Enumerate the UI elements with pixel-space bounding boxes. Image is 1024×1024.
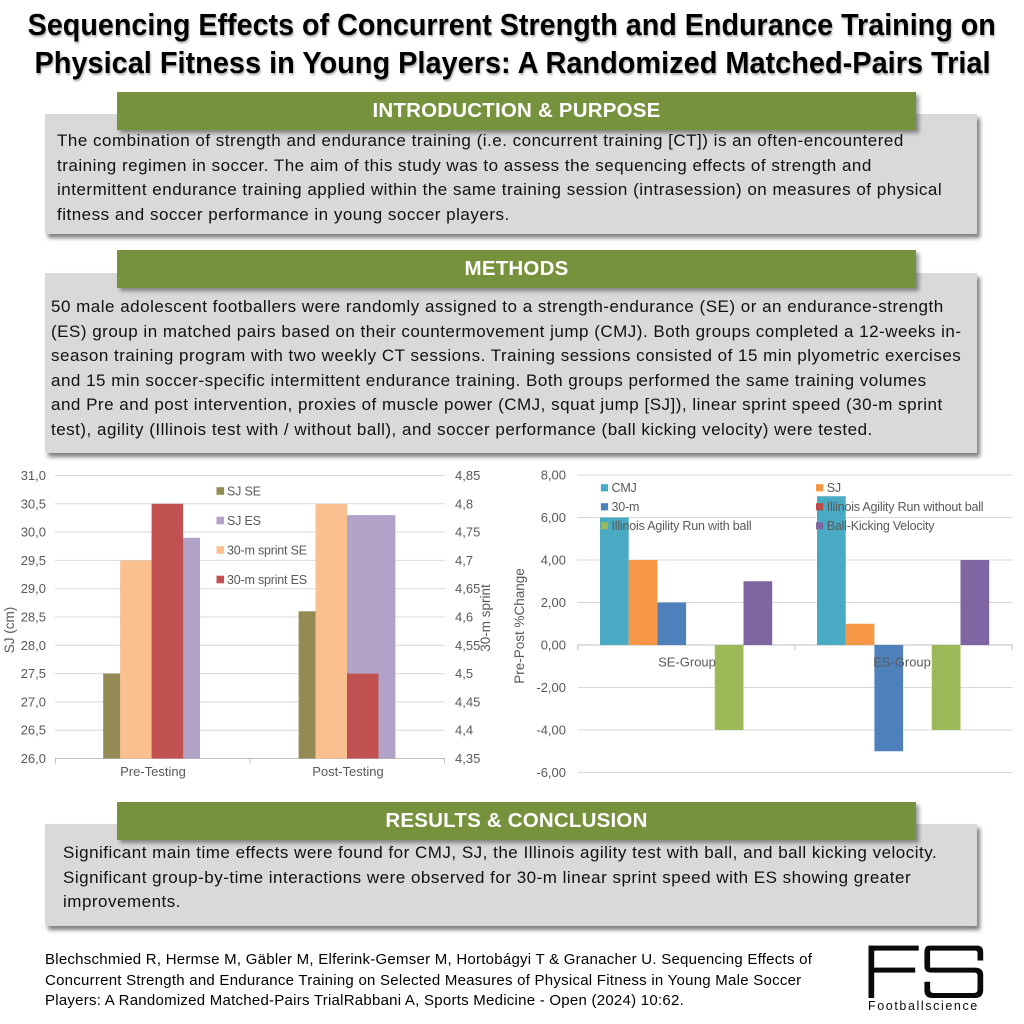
svg-text:29,5: 29,5 (21, 553, 46, 568)
svg-text:-2,00: -2,00 (536, 680, 566, 695)
svg-text:-6,00: -6,00 (536, 765, 566, 780)
svg-text:4,00: 4,00 (541, 553, 566, 568)
svg-text:SJ: SJ (827, 481, 841, 495)
svg-text:SJ SE: SJ SE (227, 485, 261, 499)
svg-text:Footballscience: Footballscience (868, 999, 979, 1013)
svg-text:26,0: 26,0 (21, 751, 46, 766)
svg-text:-4,00: -4,00 (536, 723, 566, 738)
svg-text:SJ ES: SJ ES (227, 514, 261, 528)
svg-text:4,5: 4,5 (455, 666, 473, 681)
svg-text:ES-Group: ES-Group (873, 655, 931, 670)
svg-text:4,85: 4,85 (455, 468, 480, 483)
svg-text:4,8: 4,8 (455, 496, 473, 511)
svg-text:SE-Group: SE-Group (658, 655, 716, 670)
svg-text:SJ (cm): SJ (cm) (2, 607, 17, 654)
svg-text:2,00: 2,00 (541, 595, 566, 610)
svg-text:4,55: 4,55 (455, 638, 480, 653)
svg-text:30,5: 30,5 (21, 496, 46, 511)
svg-text:27,0: 27,0 (21, 694, 46, 709)
svg-text:Pre-Post %Change: Pre-Post %Change (512, 568, 527, 684)
svg-text:4,75: 4,75 (455, 525, 480, 540)
svg-text:4,7: 4,7 (455, 553, 473, 568)
svg-text:6,00: 6,00 (541, 510, 566, 525)
svg-text:28,0: 28,0 (21, 638, 46, 653)
svg-text:Post-Testing: Post-Testing (312, 764, 384, 779)
svg-text:Illinois Agility Run without b: Illinois Agility Run without ball (827, 500, 984, 514)
svg-text:30-m sprint: 30-m sprint (478, 584, 493, 652)
svg-text:30-m sprint ES: 30-m sprint ES (227, 573, 307, 587)
svg-text:4,65: 4,65 (455, 581, 480, 596)
svg-text:31,0: 31,0 (21, 468, 46, 483)
svg-text:CMJ: CMJ (612, 481, 637, 495)
svg-text:4,45: 4,45 (455, 694, 480, 709)
svg-text:4,35: 4,35 (455, 751, 480, 766)
svg-text:30-m: 30-m (612, 500, 640, 514)
svg-text:4,6: 4,6 (455, 610, 473, 625)
svg-text:27,5: 27,5 (21, 666, 46, 681)
svg-text:8,00: 8,00 (541, 468, 566, 483)
svg-text:30-m sprint SE: 30-m sprint SE (227, 544, 307, 558)
svg-text:Illinois Agility Run with ball: Illinois Agility Run with ball (612, 519, 752, 533)
svg-text:Pre-Testing: Pre-Testing (120, 764, 186, 779)
svg-text:30,0: 30,0 (21, 525, 46, 540)
svg-text:26,5: 26,5 (21, 723, 46, 738)
svg-text:0,00: 0,00 (541, 638, 566, 653)
svg-text:29,0: 29,0 (21, 581, 46, 596)
svg-text:28,5: 28,5 (21, 610, 46, 625)
svg-text:Ball-Kicking Velocity: Ball-Kicking Velocity (827, 519, 936, 533)
svg-text:4,4: 4,4 (455, 723, 473, 738)
